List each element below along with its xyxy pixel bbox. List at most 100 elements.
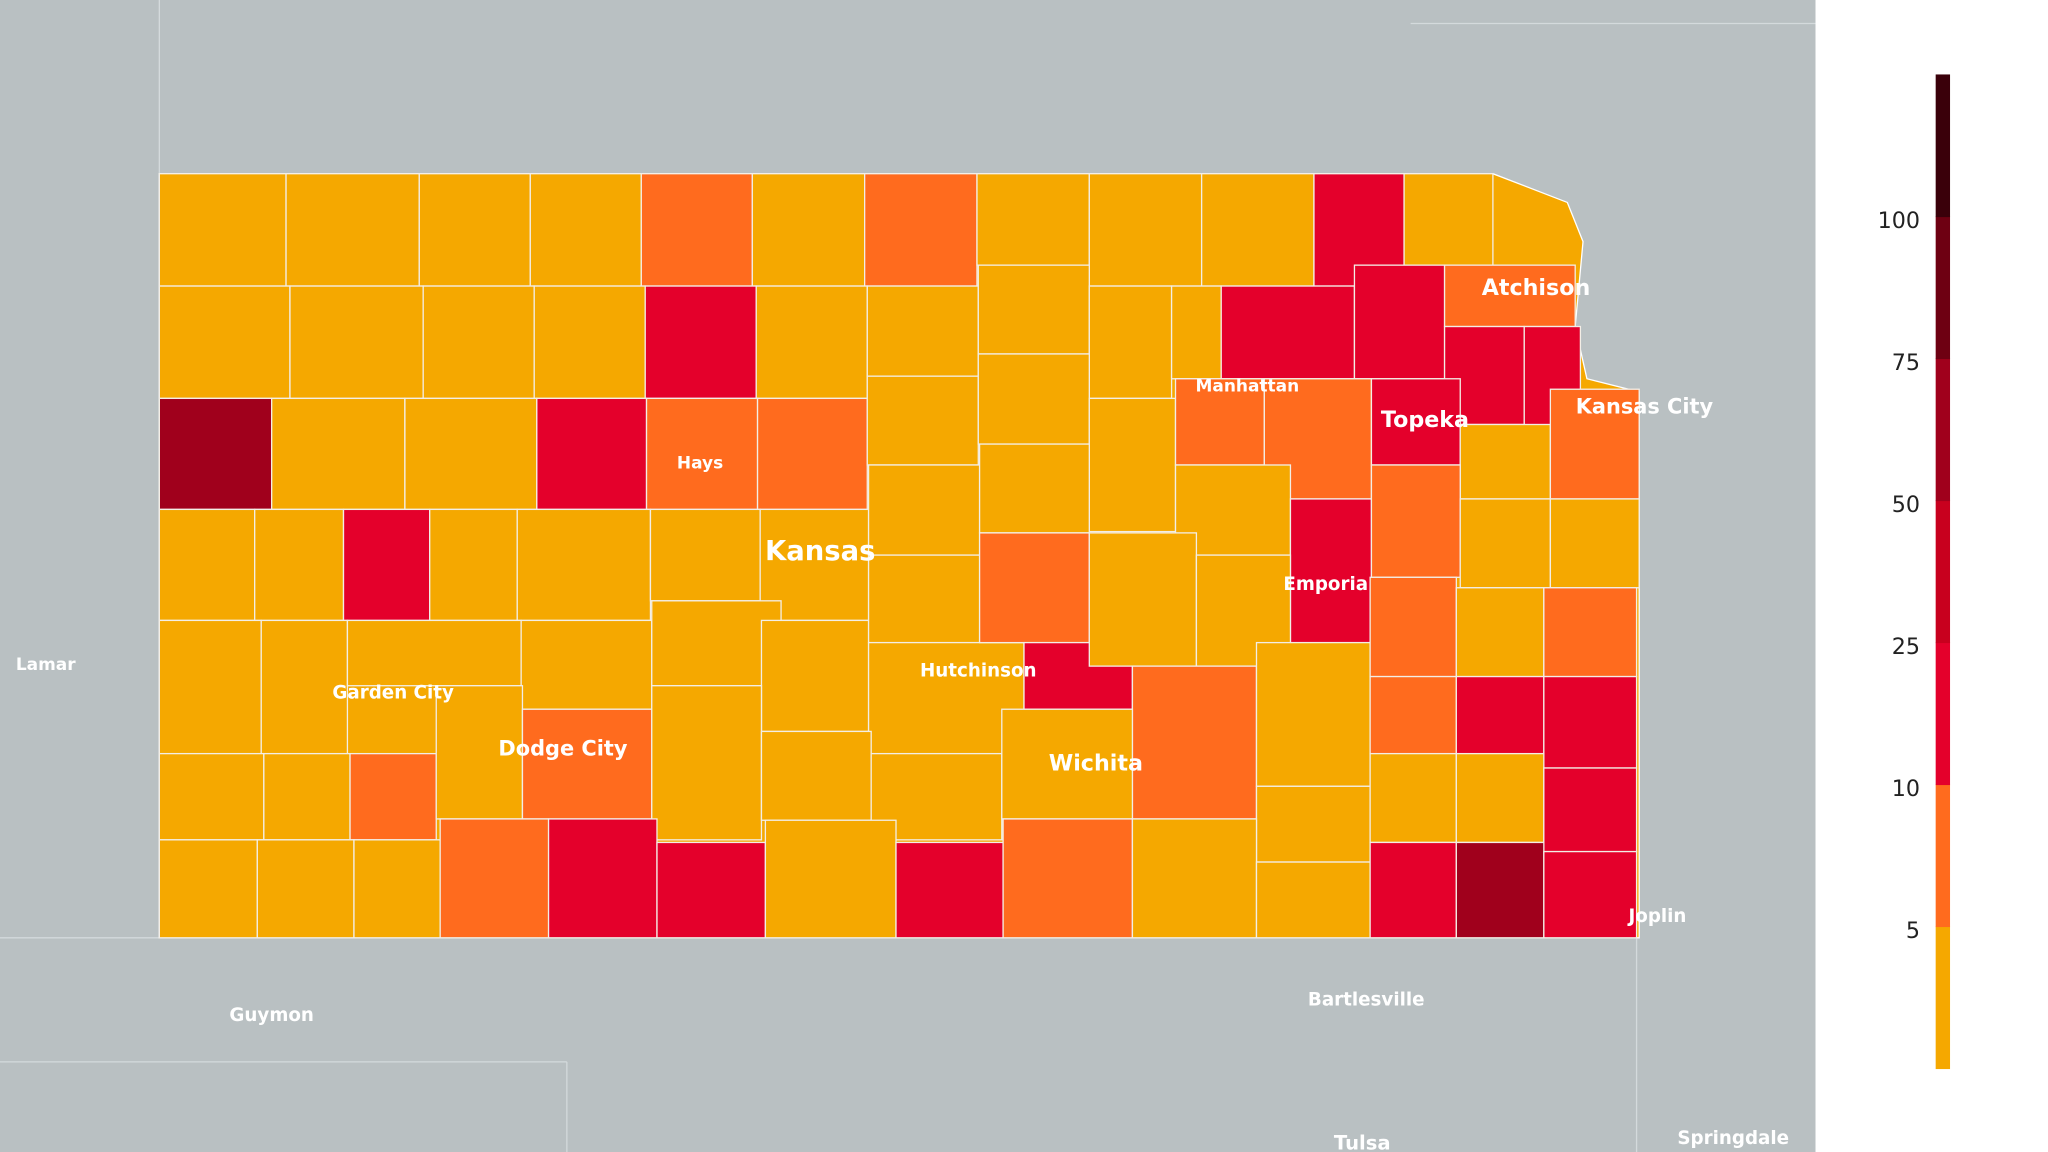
legend-tick-label: 25 bbox=[1892, 634, 1920, 660]
county bbox=[1088, 173, 1203, 287]
county bbox=[978, 443, 1090, 534]
legend-swatch bbox=[1935, 216, 1951, 360]
county bbox=[866, 285, 979, 377]
legend-swatch bbox=[1935, 500, 1951, 644]
county bbox=[1543, 850, 1638, 939]
county bbox=[429, 508, 518, 622]
legend-tick-label: 100 bbox=[1878, 208, 1920, 234]
place-label: Garden City bbox=[332, 683, 454, 704]
county bbox=[1353, 264, 1446, 380]
place-label: Lamar bbox=[16, 655, 76, 675]
county bbox=[867, 554, 981, 644]
county bbox=[1370, 464, 1461, 578]
county bbox=[976, 173, 1090, 266]
place-label: Hays bbox=[677, 454, 723, 474]
county bbox=[645, 397, 759, 511]
county bbox=[978, 532, 1090, 644]
county bbox=[649, 508, 761, 602]
county bbox=[895, 841, 1004, 939]
county bbox=[1369, 841, 1457, 939]
county bbox=[764, 819, 897, 939]
county bbox=[1200, 173, 1315, 287]
county bbox=[1369, 752, 1457, 844]
county bbox=[520, 619, 653, 710]
county bbox=[863, 173, 978, 287]
county bbox=[1255, 861, 1371, 939]
county bbox=[439, 818, 550, 939]
legend-tick-label: 10 bbox=[1892, 776, 1920, 802]
place-label: Guymon bbox=[229, 1005, 314, 1026]
county bbox=[1088, 532, 1198, 667]
legend-tick-label: 75 bbox=[1892, 350, 1920, 376]
county bbox=[1459, 423, 1552, 500]
county bbox=[977, 264, 1090, 355]
county bbox=[422, 285, 535, 400]
county bbox=[158, 619, 262, 755]
place-label: Springdale bbox=[1677, 1128, 1789, 1149]
county bbox=[1002, 818, 1134, 939]
county bbox=[158, 508, 256, 622]
county bbox=[289, 285, 424, 400]
place-label: Wichita bbox=[1049, 751, 1143, 777]
county bbox=[751, 173, 866, 287]
county bbox=[1455, 752, 1545, 844]
legend-swatch bbox=[1935, 926, 1951, 1070]
place-label: Kansas bbox=[765, 536, 875, 567]
legend-swatch bbox=[1935, 74, 1951, 218]
county bbox=[263, 752, 351, 841]
county bbox=[404, 397, 538, 511]
legend-swatch bbox=[1935, 642, 1951, 786]
legend-tick-label: 50 bbox=[1892, 492, 1920, 518]
county bbox=[1131, 818, 1258, 939]
county bbox=[158, 839, 258, 939]
county bbox=[1131, 665, 1258, 820]
place-label: Topeka bbox=[1381, 407, 1469, 433]
county bbox=[651, 685, 763, 841]
place-label: Bartlesville bbox=[1308, 989, 1425, 1010]
county bbox=[158, 285, 291, 400]
place-labels: Atchison Kansas City Manhattan Topeka Hays Ka… bbox=[16, 275, 1789, 1152]
county bbox=[516, 508, 652, 622]
county bbox=[1001, 708, 1134, 820]
county bbox=[254, 508, 345, 622]
county bbox=[867, 464, 981, 556]
county bbox=[529, 173, 642, 287]
county bbox=[1455, 675, 1545, 755]
county bbox=[1543, 587, 1638, 678]
county bbox=[1369, 675, 1457, 755]
county bbox=[1088, 397, 1177, 533]
place-label: Dodge City bbox=[498, 737, 627, 761]
county bbox=[977, 353, 1090, 445]
county bbox=[271, 397, 406, 511]
county bbox=[353, 839, 441, 939]
county bbox=[756, 397, 868, 511]
county bbox=[760, 619, 870, 733]
legend-swatch bbox=[1935, 358, 1951, 502]
county bbox=[1543, 675, 1638, 769]
legend-swatch bbox=[1935, 784, 1951, 928]
county bbox=[1174, 378, 1265, 466]
county bbox=[1455, 841, 1545, 939]
county bbox=[1455, 587, 1545, 678]
place-label: Atchison bbox=[1482, 275, 1591, 301]
county bbox=[158, 752, 265, 841]
county bbox=[536, 397, 648, 511]
county bbox=[547, 818, 658, 939]
county bbox=[1255, 785, 1371, 863]
county bbox=[640, 173, 753, 287]
legend-tick-label: 5 bbox=[1906, 918, 1920, 944]
county bbox=[521, 708, 653, 820]
county bbox=[418, 173, 531, 287]
county bbox=[349, 752, 437, 841]
county bbox=[867, 641, 1025, 755]
county bbox=[866, 375, 979, 466]
county bbox=[256, 839, 355, 939]
county bbox=[346, 619, 522, 687]
county bbox=[1220, 285, 1356, 380]
county bbox=[651, 600, 782, 687]
county bbox=[1403, 173, 1494, 266]
legend: 5 10 25 50 75 100 bbox=[1878, 74, 1951, 1070]
county bbox=[158, 397, 273, 511]
